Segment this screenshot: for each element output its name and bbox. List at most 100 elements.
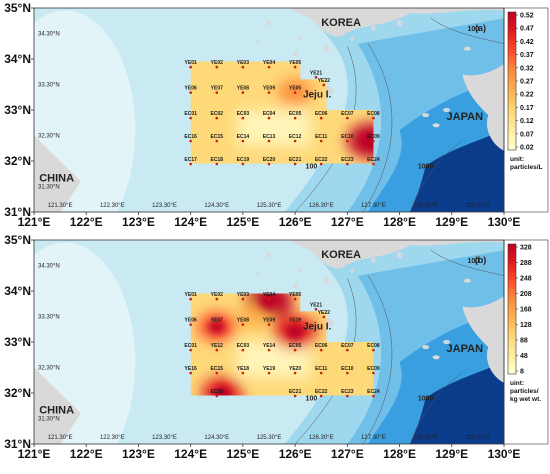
station-marker xyxy=(293,323,297,326)
station-label: YE19 xyxy=(289,318,301,324)
station-marker xyxy=(241,323,245,326)
station-marker xyxy=(241,65,245,69)
station-marker xyxy=(267,91,271,94)
contour-label: 100 xyxy=(306,396,318,403)
colorbar-tick-label: 208 xyxy=(520,291,532,298)
station-marker xyxy=(319,371,323,375)
station-marker xyxy=(319,348,323,352)
station-marker xyxy=(215,139,219,143)
station-marker xyxy=(267,116,271,120)
station-label: YE18 xyxy=(237,366,249,372)
contour-label: 100 xyxy=(467,258,479,265)
station-marker xyxy=(314,76,318,79)
land-china xyxy=(34,135,81,212)
station-marker xyxy=(215,323,219,326)
station-label: YE03 xyxy=(237,60,249,66)
lon-label: 125°E xyxy=(226,215,259,229)
heat-core xyxy=(285,324,305,340)
station-label: YE16 xyxy=(185,366,197,372)
station-marker xyxy=(293,394,297,398)
inner-lat-label: 32.30°N xyxy=(38,366,60,372)
island xyxy=(396,20,403,27)
island xyxy=(350,36,355,41)
station-label: YE08 xyxy=(237,86,249,92)
station-marker xyxy=(293,139,297,143)
inner-lon-label: 121.30°E xyxy=(48,435,73,441)
station-label: YE09 xyxy=(263,86,275,92)
inner-lon-label: 126.30°E xyxy=(309,203,334,209)
land-japan xyxy=(462,64,504,151)
inner-lon-label: 127.30°E xyxy=(361,435,386,441)
land-korea xyxy=(289,8,504,37)
map-panel-a: 1002001000100Jeju I.KOREAJAPANCHINAYE01Y… xyxy=(4,1,549,229)
station-marker xyxy=(215,162,219,166)
station-label: YE09 xyxy=(263,318,275,324)
station-marker xyxy=(241,139,245,143)
colorbar-tick-label: 0.22 xyxy=(520,92,534,99)
station-label: EC02 xyxy=(211,111,224,117)
station-label: EC21 xyxy=(289,389,302,395)
heat-core xyxy=(208,319,226,334)
station-marker xyxy=(215,371,219,375)
colorbar-tick-label: 0.17 xyxy=(520,105,534,112)
land-korea xyxy=(289,240,504,269)
station-marker xyxy=(319,162,323,166)
island xyxy=(323,45,330,52)
contour-1000 xyxy=(409,140,463,212)
station-marker xyxy=(372,394,375,398)
station-marker xyxy=(346,139,349,143)
station-marker xyxy=(346,348,349,352)
station-label: YE08 xyxy=(237,318,249,324)
station-marker xyxy=(293,91,297,94)
inner-lat-label: 33.30°N xyxy=(38,315,60,321)
colorbar-tick-label: 88 xyxy=(520,338,528,345)
inner-lon-label: 128.30°E xyxy=(413,203,438,209)
japan-label: JAPAN xyxy=(447,111,484,123)
panel-label: (a) xyxy=(475,23,486,33)
station-marker xyxy=(293,116,297,120)
unit-label: kg wet wt. xyxy=(510,396,541,403)
inner-lat-label: 34.30°N xyxy=(38,264,60,270)
station-marker xyxy=(215,394,219,398)
sea-deepest xyxy=(410,362,504,444)
station-label: EC10 xyxy=(341,134,354,140)
lon-label: 122°E xyxy=(70,215,103,229)
inner-lon-label: 129.30°E xyxy=(466,203,491,209)
lon-label: 128°E xyxy=(383,447,416,461)
station-label: EC09 xyxy=(367,366,380,372)
station-label: EC09 xyxy=(367,134,380,140)
panel-label: (b) xyxy=(475,255,487,265)
station-label: YE07 xyxy=(211,86,223,92)
island xyxy=(432,123,440,128)
lat-label: 33°N xyxy=(4,335,31,349)
station-marker xyxy=(314,308,318,311)
inner-lon-label: 122.30°E xyxy=(100,203,125,209)
contour-label: 100 xyxy=(306,164,318,171)
colorbar xyxy=(507,11,517,151)
lat-label: 32°N xyxy=(4,386,31,400)
station-label: EC22 xyxy=(315,157,328,163)
station-label: EC06 xyxy=(315,111,328,117)
station-label: EC10 xyxy=(341,366,354,372)
colorbar-tick-label: 0.42 xyxy=(520,39,534,46)
contour-1000 xyxy=(409,372,463,444)
map-layers: 1002001000100Jeju I.KOREAJAPANCHINAYE01Y… xyxy=(34,8,504,212)
island xyxy=(256,271,261,275)
station-label: EC11 xyxy=(315,366,327,372)
japan-label: JAPAN xyxy=(447,343,484,355)
colorbar-tick-label: 0.47 xyxy=(520,26,534,33)
station-label: EC13 xyxy=(263,134,276,140)
contour-label: 1000 xyxy=(418,396,434,403)
station-label: YE20 xyxy=(289,366,301,372)
lon-label: 126°E xyxy=(279,447,312,461)
station-label: EC18 xyxy=(211,157,224,163)
station-marker xyxy=(293,348,297,352)
station-label: EC15 xyxy=(211,134,224,140)
china-label: CHINA xyxy=(39,172,74,184)
island xyxy=(443,108,451,112)
station-marker xyxy=(241,297,245,301)
lon-label: 127°E xyxy=(331,215,364,229)
station-marker xyxy=(215,348,219,352)
colorbar-tick-label: 0.37 xyxy=(520,52,534,59)
island xyxy=(266,20,272,26)
